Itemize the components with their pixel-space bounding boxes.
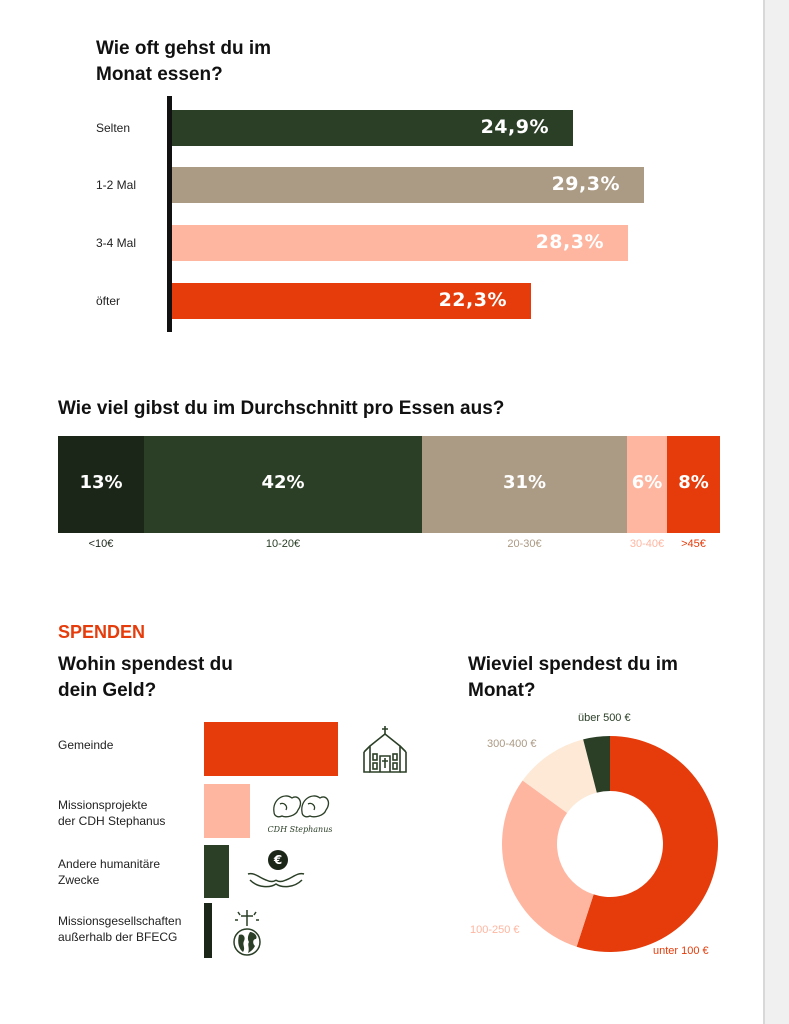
frequency-bar: 24,9%	[172, 110, 573, 146]
page-edge	[763, 0, 789, 1024]
spending-category-label: 20-30€	[507, 538, 542, 550]
globe-cross-icon	[233, 910, 261, 956]
chart1-title: Wie oft gehst du im Monat essen?	[96, 36, 271, 88]
chart3-title: Wohin spendest du dein Geld?	[58, 652, 233, 704]
donation-target-label: Andere humanitäre Zwecke	[58, 856, 160, 888]
donation-target-label-line: Missionsgesellschaften	[58, 914, 182, 928]
frequency-bar: 28,3%	[172, 225, 628, 261]
spending-value-label: 31%	[502, 472, 547, 493]
section-heading: SPENDEN	[58, 622, 146, 642]
chart4-title-line2: Monat?	[468, 680, 536, 701]
donation-target-label: Gemeinde	[58, 737, 113, 753]
chart4-title: Wieviel spendest du im Monat?	[468, 652, 678, 704]
donation-target-label-line: Andere humanitäre	[58, 857, 161, 871]
donation-target-bar	[204, 722, 338, 776]
chart1-axis	[167, 96, 172, 332]
svg-text:€: €	[273, 853, 282, 867]
donation-amount-donut	[501, 736, 718, 952]
spending-category-label: <10€	[88, 538, 114, 550]
chart4-title-line1: Wieviel spendest du im	[468, 654, 678, 675]
spending-value-label: 13%	[79, 472, 123, 493]
spending-segment: 42%	[144, 436, 422, 533]
chart3-title-line2: dein Geld?	[58, 680, 157, 701]
spending-value-label: 6%	[631, 472, 663, 493]
donation-target-label-line: Gemeinde	[58, 738, 114, 752]
spending-segment: 6%	[627, 436, 667, 533]
chart3-title-line1: Wohin spendest du	[58, 654, 233, 675]
donut-category-label: 100-250 €	[470, 924, 520, 936]
frequency-value-label: 22,3%	[438, 289, 507, 311]
cdh-logo-text: CDH Stephanus	[268, 825, 332, 834]
frequency-label: 1-2 Mal	[96, 178, 137, 192]
frequency-value-label: 29,3%	[551, 173, 620, 195]
spending-category-label: 10-20€	[265, 538, 301, 550]
frequency-value-label: 28,3%	[535, 231, 604, 253]
spending-value-label: 42%	[261, 472, 305, 493]
frequency-bar: 29,3%	[172, 167, 644, 203]
spending-category-label: >45€	[681, 538, 706, 550]
frequency-bar: 22,3%	[172, 283, 531, 319]
spending-segment: 8%	[667, 436, 720, 533]
donation-target-bar	[204, 784, 250, 838]
donation-target-bar	[204, 845, 229, 898]
donation-target-label: Missionsgesellschaften außerhalb der BFEC…	[58, 913, 181, 945]
donut-category-label: unter 100 €	[653, 945, 709, 957]
donation-target-label-line: der CDH Stephanus	[58, 814, 166, 828]
frequency-label: Selten	[96, 121, 131, 135]
chart1-title-line1: Wie oft gehst du im	[96, 38, 272, 59]
frequency-value-label: 24,9%	[480, 116, 549, 138]
donation-target-label-line: außerhalb der BFECG	[58, 930, 178, 944]
donation-target-label-line: Missionsprojekte	[58, 798, 148, 812]
spending-segment: 31%	[422, 436, 627, 533]
spending-category-label: 30-40€	[629, 538, 665, 550]
donation-target-label: Missionsprojekte der CDH Stephanus	[58, 797, 165, 829]
spending-value-label: 8%	[678, 472, 709, 493]
chart1-title-line2: Monat essen?	[96, 64, 223, 85]
donation-target-label-line: Zwecke	[58, 873, 100, 887]
church-icon	[363, 726, 407, 773]
donut-category-label: 300-400 €	[487, 738, 537, 750]
donut-slice	[583, 736, 610, 793]
spending-segment: 13%	[58, 436, 144, 533]
frequency-label: 3-4 Mal	[96, 236, 137, 250]
donation-target-bar	[204, 903, 212, 958]
donut-slice	[576, 736, 718, 952]
donut-slice	[501, 780, 594, 947]
cdh-stephanus-logo-icon: CDH Stephanus	[268, 795, 332, 834]
hands-euro-icon: €	[247, 850, 305, 888]
chart2-title: Wie viel gibst du im Durchschnitt pro Es…	[58, 398, 505, 419]
donut-category-label: über 500 €	[578, 712, 631, 724]
frequency-label: öfter	[96, 294, 121, 308]
donut-slice	[522, 739, 597, 813]
